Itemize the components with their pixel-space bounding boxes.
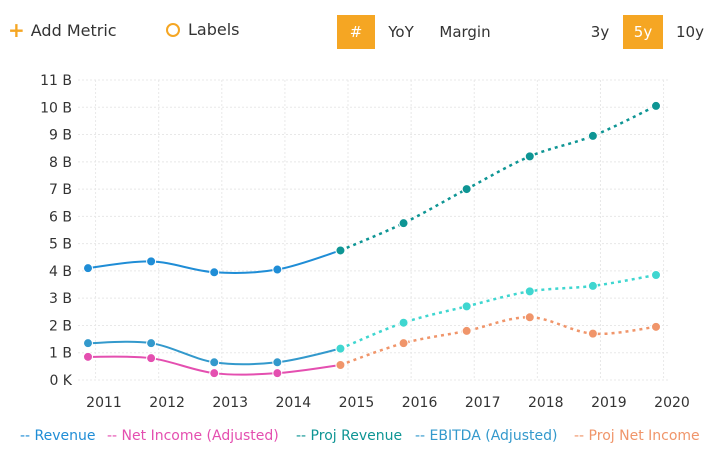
data-point-series-5[interactable] xyxy=(651,270,661,280)
data-point-ebitda-adjusted[interactable] xyxy=(272,357,283,368)
data-point-proj-revenue[interactable] xyxy=(524,151,535,162)
y-axis-ticks: 0 K 1 B 2 B 3 B 4 B 5 B 6 B 7 B 8 B 9 B 10 B 11 B xyxy=(40,73,73,389)
labels-toggle[interactable]: Labels xyxy=(166,20,240,39)
data-point-proj-revenue[interactable] xyxy=(651,100,661,111)
y-tick-label: 8 B xyxy=(49,155,72,171)
data-point-proj-net-income[interactable] xyxy=(335,360,346,370)
x-tick-label: 2011 xyxy=(86,395,122,411)
series-points xyxy=(83,100,661,379)
data-point-proj-net-income[interactable] xyxy=(524,312,535,323)
x-tick-label: 2016 xyxy=(402,395,438,411)
data-point-series-5[interactable] xyxy=(335,343,346,354)
data-point-proj-net-income[interactable] xyxy=(461,325,472,336)
y-tick-label: 10 B xyxy=(40,100,72,116)
series-line-proj-revenue xyxy=(339,104,657,252)
x-tick-label: 2013 xyxy=(212,395,248,411)
add-metric-button[interactable]: + Add Metric xyxy=(8,20,117,40)
data-point-revenue[interactable] xyxy=(209,267,220,278)
data-point-series-5[interactable] xyxy=(524,286,535,297)
data-point-revenue[interactable] xyxy=(83,263,93,274)
legend-item[interactable]: -- EBITDA (Adjusted) xyxy=(415,428,558,444)
x-tick-label: 2020 xyxy=(654,395,690,411)
data-point-proj-net-income[interactable] xyxy=(398,338,409,349)
y-tick-label: 6 B xyxy=(49,209,72,225)
x-tick-label: 2018 xyxy=(528,395,564,411)
data-point-proj-revenue[interactable] xyxy=(398,218,409,229)
data-point-series-5[interactable] xyxy=(398,317,409,328)
range-5y-button[interactable]: 5y xyxy=(623,15,663,49)
y-tick-label: 0 K xyxy=(49,373,72,389)
series-line-series-5 xyxy=(339,273,657,350)
x-tick-label: 2017 xyxy=(465,395,501,411)
range-10y-button[interactable]: 10y xyxy=(676,23,704,41)
y-tick-label: 3 B xyxy=(49,291,72,307)
y-tick-label: 4 B xyxy=(49,264,72,280)
data-point-series-5[interactable] xyxy=(461,301,472,312)
hash-button[interactable]: # xyxy=(337,15,375,49)
y-tick-label: 9 B xyxy=(49,128,72,144)
data-point-proj-net-income[interactable] xyxy=(587,328,598,339)
chart-toolbar: + Add Metric Labels # YoY Margin 3y 5y 1… xyxy=(0,0,720,62)
data-point-ebitda-adjusted[interactable] xyxy=(83,338,93,349)
add-metric-label: Add Metric xyxy=(30,20,117,40)
data-point-ebitda-adjusted[interactable] xyxy=(146,338,157,349)
data-point-proj-revenue[interactable] xyxy=(461,184,472,195)
data-point-proj-revenue[interactable] xyxy=(587,130,598,141)
data-point-proj-net-income[interactable] xyxy=(651,321,661,332)
data-point-net-income-adjusted[interactable] xyxy=(83,351,93,362)
circle-toggle-icon xyxy=(166,22,180,37)
y-tick-label: 7 B xyxy=(49,182,72,198)
data-point-proj-revenue[interactable] xyxy=(335,245,346,256)
data-point-revenue[interactable] xyxy=(146,256,157,267)
legend-item[interactable]: -- Proj Revenue xyxy=(296,428,403,444)
x-axis-ticks: 2011 2012 2013 2014 2015 2016 2017 2018 2019 2020 xyxy=(86,395,690,411)
margin-button[interactable]: Margin xyxy=(439,23,491,41)
legend-item[interactable]: -- Proj Net Income xyxy=(574,428,700,444)
data-point-ebitda-adjusted[interactable] xyxy=(209,357,220,368)
chart-legend: -- Revenue -- Net Income (Adjusted) -- Pro… xyxy=(0,428,720,450)
x-tick-label: 2019 xyxy=(591,395,627,411)
y-tick-label: 11 B xyxy=(40,73,72,89)
plus-icon: + xyxy=(8,18,25,42)
data-point-net-income-adjusted[interactable] xyxy=(146,353,157,364)
x-tick-label: 2014 xyxy=(276,395,312,411)
range-3y-button[interactable]: 3y xyxy=(590,23,610,41)
y-tick-label: 2 B xyxy=(49,318,72,334)
labels-label: Labels xyxy=(188,20,240,39)
legend-item[interactable]: -- Net Income (Adjusted) xyxy=(107,428,279,444)
data-point-net-income-adjusted[interactable] xyxy=(209,368,220,379)
data-point-revenue[interactable] xyxy=(272,264,283,275)
x-tick-label: 2012 xyxy=(149,395,185,411)
y-tick-label: 1 B xyxy=(49,346,72,362)
x-tick-label: 2015 xyxy=(339,395,375,411)
line-chart: 0 K 1 B 2 B 3 B 4 B 5 B 6 B 7 B 8 B 9 B 10 B 11 B 2… xyxy=(40,73,690,411)
series-lines xyxy=(87,104,657,376)
series-line-proj-net-income xyxy=(340,316,657,367)
yoy-button[interactable]: YoY xyxy=(388,23,414,41)
y-tick-label: 5 B xyxy=(49,237,72,253)
legend-item[interactable]: -- Revenue xyxy=(20,428,96,444)
data-point-series-5[interactable] xyxy=(587,280,598,291)
data-point-net-income-adjusted[interactable] xyxy=(272,368,283,379)
chart-grid xyxy=(78,79,668,381)
